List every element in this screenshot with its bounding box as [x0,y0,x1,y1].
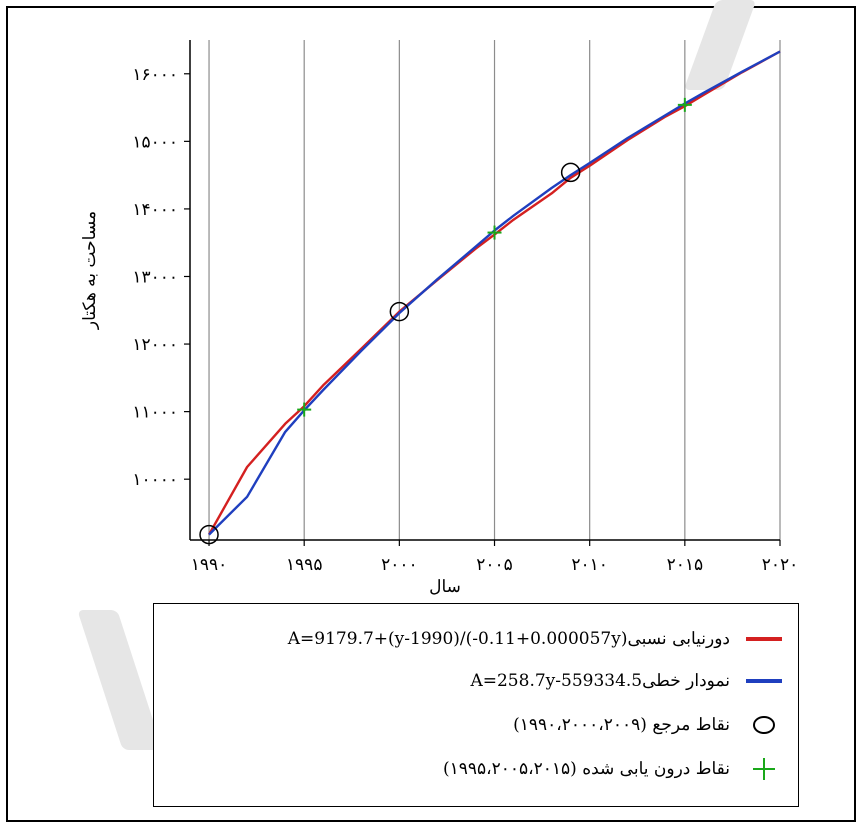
x-tick-label: ۲۰۱۵ [667,555,704,575]
x-tick-label: ۲۰۰۵ [476,555,513,575]
legend-item-reference: نقاط مرجع (۱۹۹۰،۲۰۰۰،۲۰۰۹) [513,710,784,740]
y-tick-label: ۱۳۰۰۰ [132,267,178,287]
x-axis-label: سال [429,577,461,597]
interpolated-point [297,402,312,417]
reference-point [389,301,410,322]
y-tick-label: ۱۵۰۰۰ [132,132,178,152]
legend-label: نقاط مرجع (۱۹۹۰،۲۰۰۰،۲۰۰۹) [513,715,730,735]
reference-point [199,524,219,545]
tick-labels: ۱۹۹۰ ۱۹۹۵ ۲۰۰۰ ۲۰۰۵ ۲۰۱۰ ۲۰۱۵ ۲۰۲۰ ۱۰۰۰۰ ۱۱۰۰۰ ۱۲… [132,65,798,575]
legend-item-relative-interp: A=9179.7+(y-1990)/(-0.11+0.000057y)دورنی… [288,624,784,654]
chart: ۱۹۹۰ ۱۹۹۵ ۲۰۰۰ ۲۰۰۵ ۲۰۱۰ ۲۰۱۵ ۲۰۲۰ ۱۰۰۰۰ ۱۱۰۰۰ ۱۲… [80,40,798,597]
x-tick-label: ۲۰۱۰ [571,555,608,575]
interpolated-point [677,97,692,112]
plus-icon [744,754,784,784]
red-line-icon [744,624,784,654]
y-tick-label: ۱۱۰۰۰ [132,403,178,423]
legend-label: A=9179.7+(y-1990)/(-0.11+0.000057y)دورنی… [287,629,730,649]
legend-item-linear: A=258.7y-559334.5نمودار خطی [470,666,784,696]
blue-line-icon [744,666,784,696]
y-tick-label: ۱۶۰۰۰ [132,65,178,85]
legend-label: نقاط درون یابی شده (۱۹۹۵،۲۰۰۵،۲۰۱۵) [442,759,730,779]
y-tick-label: ۱۲۰۰۰ [132,335,178,355]
x-tick-label: ۱۹۹۰ [191,555,228,575]
legend-item-interpolated: نقاط درون یابی شده (۱۹۹۵،۲۰۰۵،۲۰۱۵) [443,754,784,784]
interpolated-point [487,225,502,240]
gridlines [208,40,781,540]
reference-point [560,162,581,183]
series-line [207,50,781,536]
y-axis-label: مساحت به هکتار [80,211,100,330]
markers [199,97,692,545]
x-tick-label: ۲۰۲۰ [762,555,799,575]
x-tick-label: ۲۰۰۰ [381,555,418,575]
x-tick-label: ۱۹۹۵ [286,555,323,575]
y-tick-label: ۱۴۰۰۰ [132,200,178,220]
circle-icon [744,710,784,740]
legend: A=9179.7+(y-1990)/(-0.11+0.000057y)دورنی… [153,603,799,807]
axes [184,40,781,546]
y-tick-label: ۱۰۰۰۰ [132,470,178,490]
legend-label: A=258.7y-559334.5نمودار خطی [470,671,730,691]
